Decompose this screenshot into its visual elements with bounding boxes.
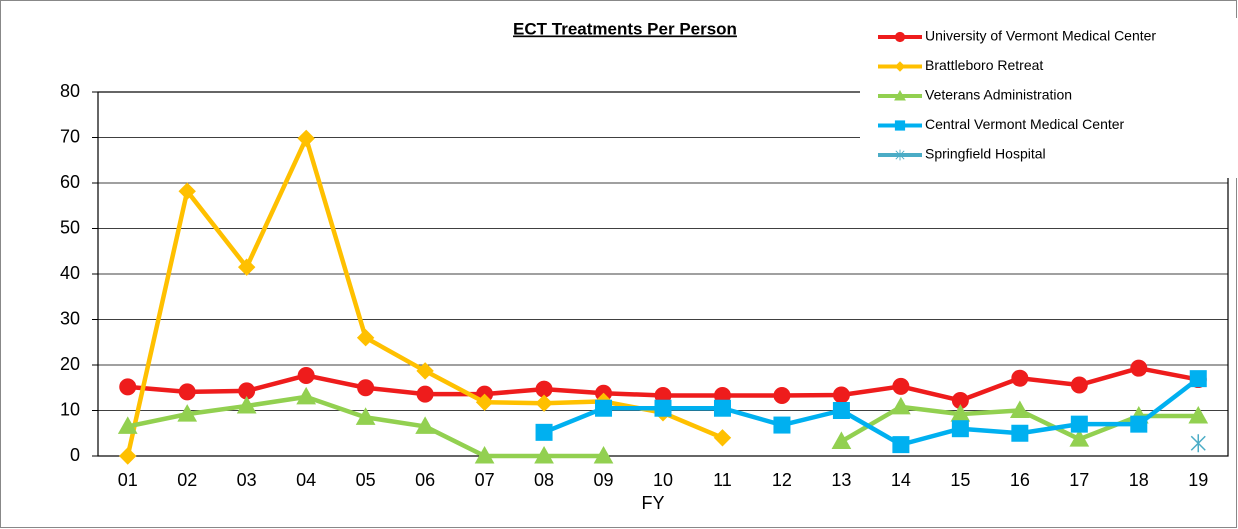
legend-marker	[894, 61, 906, 72]
marker	[416, 362, 434, 380]
marker	[296, 386, 317, 405]
x-tick-label: 09	[594, 470, 614, 490]
marker	[356, 328, 375, 347]
plot-border	[97, 91, 1229, 457]
marker	[535, 394, 553, 412]
marker	[892, 436, 910, 454]
y-tick-label: 40	[60, 263, 80, 283]
legend-label: Central Vermont Medical Center	[925, 116, 1125, 132]
marker	[474, 445, 495, 464]
y-tick-label: 80	[60, 81, 80, 101]
y-tick-label: 20	[60, 354, 80, 374]
marker	[178, 383, 196, 401]
marker	[891, 396, 911, 415]
marker	[117, 416, 138, 434]
legend-marker	[895, 149, 905, 161]
x-tick-label: 07	[475, 470, 495, 490]
x-tick-label: 13	[831, 470, 851, 490]
legend-label: Veterans Administration	[925, 87, 1072, 103]
legend-label: Brattleboro Retreat	[925, 57, 1043, 73]
marker	[1011, 369, 1029, 387]
marker	[773, 386, 791, 404]
marker	[1009, 400, 1030, 418]
legend-box	[860, 18, 1237, 178]
series-line	[543, 376, 1200, 447]
marker	[1070, 415, 1088, 433]
x-tick-label: 01	[118, 470, 138, 490]
marker	[534, 445, 554, 464]
x-tick-label: 11	[713, 470, 732, 490]
marker	[1130, 415, 1148, 433]
y-tick-label: 0	[70, 445, 80, 465]
marker	[119, 447, 137, 465]
marker	[1189, 370, 1207, 388]
x-tick-label: 18	[1129, 470, 1149, 490]
marker	[177, 404, 198, 422]
marker	[1188, 405, 1209, 424]
x-tick-label: 14	[891, 470, 911, 490]
x-tick-label: 12	[772, 470, 792, 490]
x-axis-label: FY	[641, 493, 664, 513]
marker	[773, 416, 791, 434]
marker	[178, 182, 196, 200]
legend-marker	[894, 31, 906, 43]
x-tick-label: 02	[177, 470, 197, 490]
marker	[355, 407, 376, 425]
marker	[654, 399, 672, 417]
chart-title: ECT Treatments Per Person	[513, 19, 737, 38]
marker	[236, 395, 257, 414]
legend-marker	[894, 89, 906, 101]
legend-marker	[894, 120, 906, 131]
marker	[713, 399, 731, 417]
marker	[831, 431, 852, 449]
marker	[951, 420, 969, 438]
x-tick-label: 17	[1069, 470, 1089, 490]
marker	[832, 402, 850, 419]
y-tick-label: 70	[60, 126, 80, 146]
marker	[1190, 434, 1206, 453]
marker	[713, 429, 732, 447]
marker	[1069, 429, 1090, 447]
marker	[595, 399, 613, 417]
marker	[1070, 376, 1088, 394]
x-tick-label: 19	[1188, 470, 1208, 490]
marker	[475, 393, 494, 412]
x-tick-label: 05	[356, 470, 376, 490]
marker	[892, 377, 910, 395]
y-tick-label: 10	[60, 399, 80, 419]
x-tick-label: 10	[653, 470, 673, 490]
y-tick-label: 60	[60, 172, 80, 192]
marker	[1130, 359, 1148, 377]
marker	[297, 366, 315, 384]
legend-label: Springfield Hospital	[925, 146, 1046, 162]
x-tick-label: 15	[950, 470, 970, 490]
marker	[357, 379, 375, 397]
marker	[535, 423, 553, 441]
marker	[297, 129, 315, 148]
marker	[415, 416, 435, 434]
x-tick-label: 04	[296, 470, 316, 490]
marker	[119, 378, 137, 396]
marker	[237, 258, 256, 276]
marker	[416, 385, 434, 403]
x-tick-label: 06	[415, 470, 435, 490]
x-tick-label: 08	[534, 470, 554, 490]
y-tick-label: 50	[60, 217, 80, 237]
marker	[832, 386, 850, 404]
marker	[1011, 424, 1029, 442]
marker	[593, 445, 614, 464]
x-tick-label: 03	[237, 470, 257, 490]
legend-label: University of Vermont Medical Center	[925, 28, 1156, 44]
y-tick-label: 30	[60, 308, 80, 328]
x-tick-label: 16	[1010, 470, 1030, 490]
